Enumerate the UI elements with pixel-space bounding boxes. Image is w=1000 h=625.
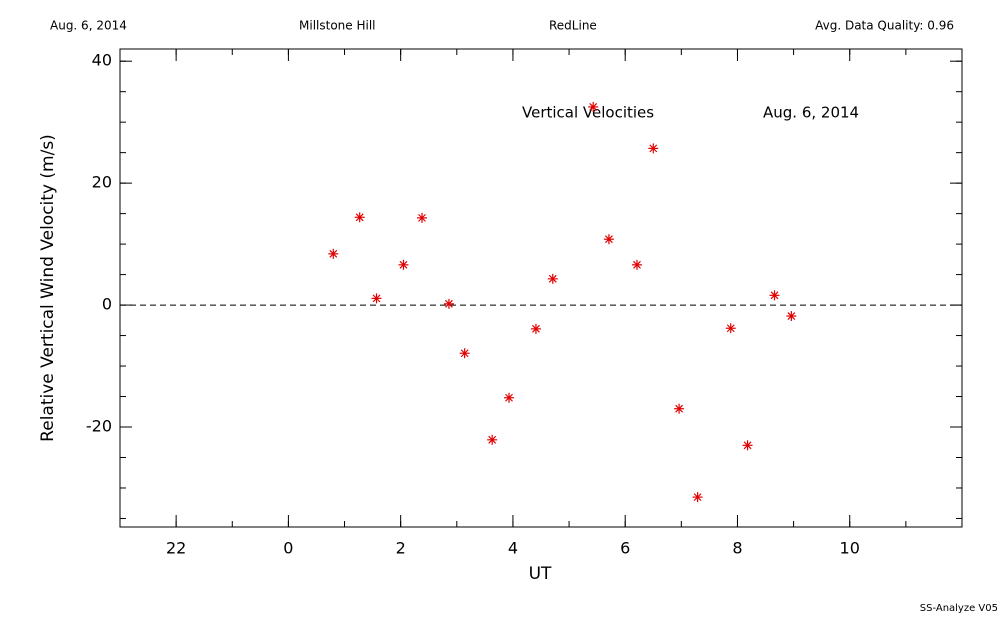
marker-stroke: [770, 291, 779, 300]
marker: [648, 143, 659, 154]
marker: [459, 348, 470, 359]
marker: [487, 434, 498, 445]
marker-stroke: [693, 493, 702, 502]
marker-stroke: [675, 404, 684, 413]
marker-stroke: [726, 324, 735, 333]
marker-stroke: [787, 312, 796, 320]
x-tick-label: 0: [283, 539, 293, 558]
marker-stroke: [633, 260, 641, 269]
marker: [603, 234, 614, 245]
marker-stroke: [548, 274, 557, 283]
marker: [769, 290, 780, 301]
x-axis-label: UT: [529, 564, 552, 584]
x-tick-label: 10: [840, 539, 860, 558]
marker-stroke: [488, 435, 497, 444]
x-tick-label: 2: [396, 539, 406, 558]
marker: [504, 392, 515, 403]
marker: [742, 440, 753, 451]
marker-stroke: [399, 260, 408, 269]
marker-stroke: [505, 393, 513, 402]
header-date: Aug. 6, 2014: [50, 19, 127, 33]
marker: [530, 323, 541, 334]
marker-stroke: [649, 144, 658, 153]
marker-stroke: [589, 102, 598, 111]
marker: [631, 259, 642, 270]
marker-stroke: [418, 213, 426, 222]
x-tick-label: 8: [732, 539, 742, 558]
x-tick-label: 22: [166, 539, 186, 558]
marker: [674, 403, 685, 414]
y-tick-label: 0: [102, 295, 112, 314]
annotation: Vertical Velocities: [522, 104, 654, 122]
header-quality: Avg. Data Quality: 0.96: [815, 19, 954, 33]
marker: [416, 212, 427, 223]
marker: [725, 323, 736, 334]
header-line: RedLine: [549, 19, 597, 33]
y-axis-label: Relative Vertical Wind Velocity (m/s): [38, 134, 58, 442]
marker-stroke: [329, 249, 338, 258]
y-tick-label: 40: [92, 51, 112, 70]
marker-stroke: [355, 213, 364, 222]
x-tick-label: 4: [508, 539, 518, 558]
y-tick-label: -20: [86, 417, 112, 436]
marker: [371, 293, 382, 304]
x-tick-label: 6: [620, 539, 630, 558]
marker-stroke: [372, 294, 381, 303]
annotation: Aug. 6, 2014: [763, 104, 859, 122]
header-site: Millstone Hill: [299, 19, 375, 33]
marker-stroke: [743, 441, 752, 450]
marker: [398, 259, 409, 270]
marker: [443, 298, 454, 309]
marker-stroke: [460, 349, 469, 358]
marker-stroke: [604, 235, 613, 244]
y-tick-label: 20: [92, 173, 112, 192]
footer: SS-Analyze V05: [920, 603, 998, 614]
marker: [692, 492, 703, 503]
marker: [588, 101, 599, 112]
marker: [354, 212, 365, 223]
marker: [547, 273, 558, 284]
marker: [328, 248, 339, 259]
plot-frame: [119, 48, 963, 528]
marker-stroke: [445, 299, 453, 308]
marker: [786, 311, 797, 322]
marker-stroke: [532, 324, 540, 333]
